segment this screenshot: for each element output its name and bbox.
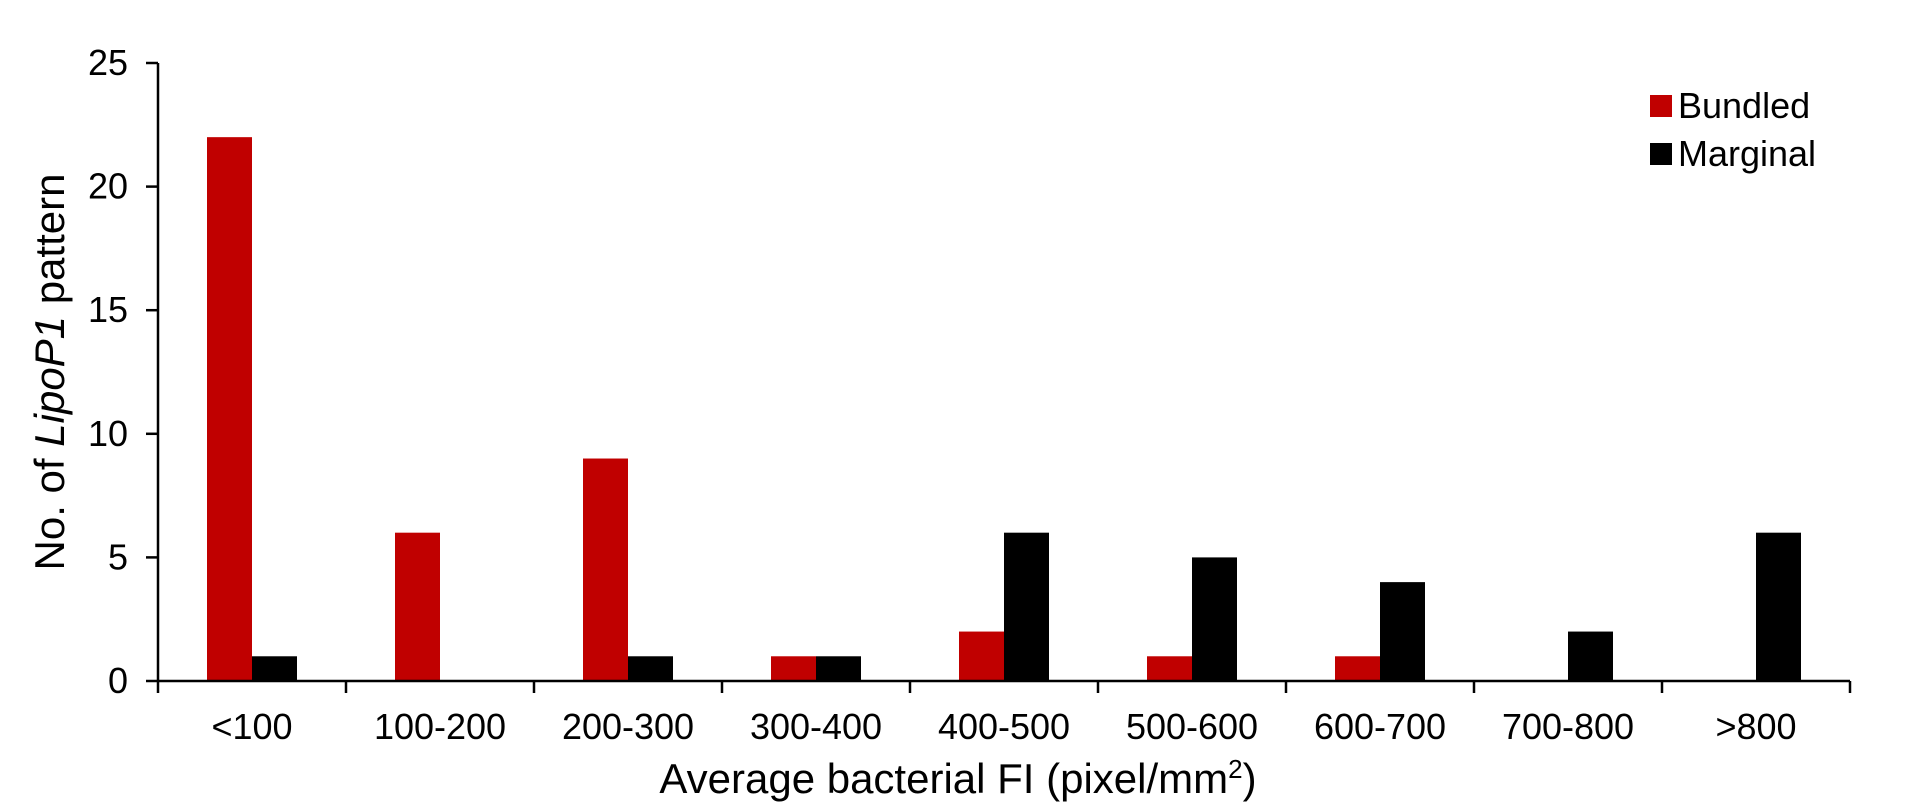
bar-marginal-4	[1004, 532, 1049, 681]
bar-marginal-7	[1568, 631, 1613, 681]
x-tick-label: 500-600	[1126, 706, 1258, 747]
x-tick-label: 200-300	[562, 706, 694, 747]
bar-bundled-4	[959, 631, 1004, 681]
x-tick-label: 100-200	[374, 706, 506, 747]
bars-layer	[207, 137, 1801, 681]
y-tick-label: 5	[108, 536, 128, 577]
bar-bundled-0	[207, 137, 252, 681]
legend-swatch-marginal	[1650, 143, 1672, 165]
y-tick-label: 15	[88, 289, 128, 330]
legend-label-bundled: Bundled	[1678, 85, 1810, 126]
bar-bundled-6	[1335, 656, 1380, 681]
x-tick-label: 700-800	[1502, 706, 1634, 747]
bar-bundled-1	[395, 532, 440, 681]
bar-bundled-3	[771, 656, 816, 681]
y-ticks: 0 5 10 15 20 25	[88, 42, 158, 701]
axes-layer	[156, 63, 1850, 683]
x-axis-title: Average bacterial FI (pixel/mm2)	[659, 754, 1256, 802]
bar-marginal-8	[1756, 532, 1801, 681]
bar-bundled-2	[583, 458, 628, 681]
legend-swatch-bundled	[1650, 95, 1672, 117]
x-tick-label: >800	[1715, 706, 1796, 747]
x-ticks: <100 100-200 200-300 300-400 400-500 500-600 6…	[156, 681, 1852, 747]
legend: Bundled Marginal	[1650, 85, 1816, 174]
x-tick-label: 300-400	[750, 706, 882, 747]
legend-label-marginal: Marginal	[1678, 133, 1816, 174]
x-tick-label: <100	[211, 706, 292, 747]
bar-marginal-0	[252, 656, 297, 681]
x-tick-label: 400-500	[938, 706, 1070, 747]
y-tick-label: 10	[88, 413, 128, 454]
bar-marginal-3	[816, 656, 861, 681]
x-tick-label: 600-700	[1314, 706, 1446, 747]
bar-marginal-2	[628, 656, 673, 681]
y-tick-label: 0	[108, 660, 128, 701]
y-tick-label: 25	[88, 42, 128, 83]
bar-marginal-6	[1380, 582, 1425, 681]
y-axis-title: No. of LipoP1 pattern	[26, 174, 73, 571]
y-tick-label: 20	[88, 166, 128, 207]
bar-bundled-5	[1147, 656, 1192, 681]
bar-marginal-5	[1192, 557, 1237, 681]
